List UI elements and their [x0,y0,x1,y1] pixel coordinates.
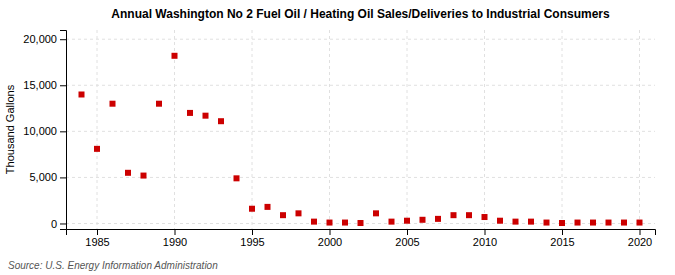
tick-mark [252,229,253,235]
grid-line [252,30,253,229]
point [528,219,534,225]
tick-mark [640,229,641,235]
point [606,220,612,226]
tick-mark [60,85,66,86]
grid-line [66,85,655,86]
point [358,220,364,226]
grid-line [97,30,98,229]
tick: 1990 [163,229,187,248]
axis-line [60,31,67,230]
tick: 2015 [550,229,574,248]
tick-mark [60,177,66,178]
tick-label: 5,000 [29,171,57,183]
point [280,212,286,218]
tick-label: 1985 [85,236,109,248]
y-axis: 0 5,000 10,000 15,000 20,000 [23,31,66,230]
grid-line [407,30,408,229]
tick: 2020 [628,229,652,248]
point [187,110,193,116]
tick-mark [60,39,66,40]
tick-mark [330,229,331,235]
grid-line [66,177,655,178]
point [435,216,441,222]
point [513,219,519,225]
point [125,170,131,176]
tick-label: 2005 [395,236,419,248]
tick: 2000 [318,229,342,248]
grid-line [484,30,485,229]
tick: 15,000 [23,79,66,91]
point [466,212,472,218]
point [249,206,255,212]
y-label: Thousand Gallons [4,84,16,174]
chart: 1985 1990 1995 2000 2005 2010 2015 2020 0 5,000 10… [0,0,675,275]
point [420,217,426,223]
point [234,175,240,181]
grid-line [329,30,330,229]
point [637,220,643,226]
point [203,113,209,119]
tick-label: 15,000 [23,79,57,91]
axis-line [67,230,656,236]
tick-mark [97,229,98,235]
point [559,220,565,226]
point [218,118,224,124]
point [79,91,85,97]
tick: 20,000 [23,33,66,45]
x-axis: 1985 1990 1995 2000 2005 2010 2015 2020 [67,229,656,248]
tick-label: 2000 [318,236,342,248]
point [373,210,379,216]
point [265,204,271,210]
point [404,218,410,224]
tick-mark [562,229,563,235]
tick: 10,000 [23,125,66,137]
points [79,53,643,226]
point [172,53,178,59]
tick-label: 10,000 [23,125,57,137]
tick-label: 2020 [628,236,652,248]
point [590,220,596,226]
title: Annual Washington No 2 Fuel Oil / Heatin… [111,7,610,21]
annotation: Source: U.S. Energy Information Administ… [8,260,218,271]
tick: 1995 [240,229,264,248]
grid-line [174,30,175,229]
tick-label: 0 [51,217,57,229]
point [156,101,162,107]
grid-line [562,30,563,229]
tick-mark [175,229,176,235]
point [621,220,627,226]
grid-line [639,30,640,229]
point [296,210,302,216]
point [497,218,503,224]
plot: 1985 1990 1995 2000 2005 2010 2015 2020 0 5,000 10… [23,30,655,248]
point [342,220,348,226]
tick-label: 2010 [473,236,497,248]
tick: 2010 [473,229,497,248]
tick-mark [407,229,408,235]
point [544,220,550,226]
point [389,219,395,225]
point [482,214,488,220]
point [575,220,581,226]
tick-label: 1995 [240,236,264,248]
tick-label: 20,000 [23,33,57,45]
point [327,220,333,226]
tick: 1985 [85,229,109,248]
tick-mark [60,131,66,132]
grid [66,30,655,229]
tick-mark [60,223,66,224]
tick: 2005 [395,229,419,248]
point [141,173,147,179]
point [110,101,116,107]
tick: 5,000 [29,171,66,183]
tick-label: 2015 [550,236,574,248]
tick: 0 [51,217,66,229]
point [94,146,100,152]
point [451,212,457,218]
grid-line [66,39,655,40]
tick-mark [485,229,486,235]
point [311,219,317,225]
tick-label: 1990 [163,236,187,248]
grid-line [66,131,655,132]
